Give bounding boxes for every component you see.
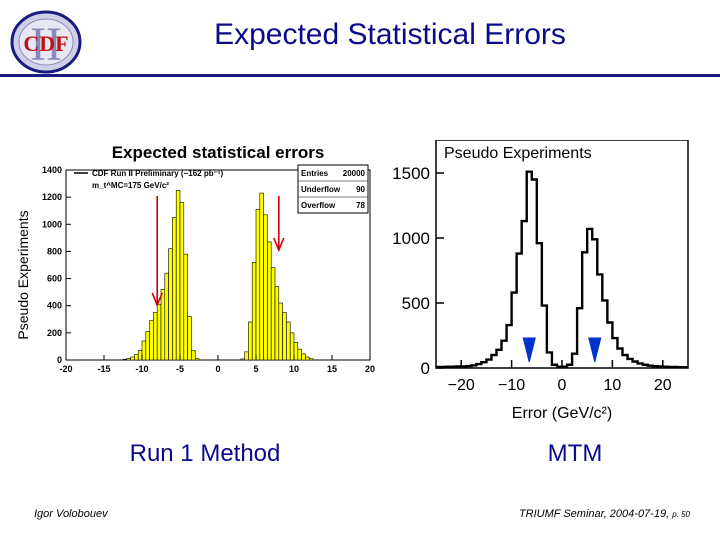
histogram-bar	[126, 358, 131, 361]
x-tick-label: 0	[215, 364, 220, 374]
histogram-bar	[137, 350, 143, 361]
x-tick-label: -10	[135, 364, 148, 374]
x-tick-label: 10	[289, 364, 299, 374]
histogram-bar	[168, 248, 173, 361]
stats-value: 20000	[343, 169, 366, 178]
y-tick-label: 500	[402, 294, 430, 313]
cdf-logo: II CDF	[10, 10, 82, 74]
run1-error-histogram: Expected statistical errors0200400600800…	[15, 143, 375, 390]
histogram-bar	[244, 351, 249, 361]
histogram-bar	[278, 302, 283, 361]
histogram-bar	[191, 350, 196, 361]
histogram-bar	[270, 267, 276, 361]
page-number: p. 50	[672, 510, 690, 519]
stats-key: Underflow	[301, 185, 341, 194]
histogram-bar	[149, 320, 154, 361]
histogram-bar	[274, 286, 280, 361]
x-tick-label: 15	[327, 364, 337, 374]
mtm-caption: MTM	[547, 440, 603, 467]
x-tick-label: 20	[654, 377, 672, 394]
histogram-bar	[305, 356, 310, 361]
histogram-bar	[255, 209, 261, 361]
stats-value: 78	[356, 201, 365, 210]
histogram-bar	[289, 332, 295, 361]
histogram-bar	[164, 272, 169, 361]
marker-arrow-head	[273, 237, 285, 253]
chart-title: Pseudo Experiments	[444, 145, 592, 162]
histogram-bar	[130, 356, 135, 361]
author-name: Igor Volobouev	[34, 508, 108, 520]
x-axis-label: Error (GeV/c²)	[162, 389, 250, 390]
stats-value: 90	[356, 185, 365, 194]
y-tick-label: 0	[57, 355, 62, 365]
y-tick-label: 1500	[392, 164, 430, 183]
stats-key: Overflow	[301, 201, 336, 210]
histogram-bar	[301, 353, 306, 361]
y-tick-label: 600	[47, 274, 62, 284]
histogram-bar	[153, 312, 158, 361]
footer: TRIUMF Seminar, 2004-07-19, p. 50	[440, 508, 690, 520]
histogram-bar	[179, 202, 185, 361]
title-divider	[0, 74, 720, 77]
x-tick-label: 5	[253, 364, 258, 374]
histogram-bar	[194, 358, 200, 361]
chart-title: Expected statistical errors	[112, 143, 325, 162]
x-tick-label: -20	[59, 364, 72, 374]
histogram-bar	[240, 358, 245, 361]
histogram-bar	[122, 359, 128, 361]
footer-text: TRIUMF Seminar, 2004-07-19,	[518, 508, 670, 520]
y-tick-label: 200	[47, 328, 62, 338]
histogram-bar	[308, 358, 314, 361]
slide-title: Expected Statistical Errors	[214, 18, 566, 51]
y-tick-label: 1000	[42, 219, 62, 229]
histogram-bar	[172, 217, 177, 361]
histogram-bar	[160, 289, 166, 361]
histogram-bar	[282, 312, 287, 361]
histogram-bar	[134, 354, 139, 361]
x-axis-label: Error (GeV/c²)	[512, 405, 612, 422]
x-tick-label: 10	[604, 377, 622, 394]
stats-box	[297, 164, 369, 214]
x-tick-label: −10	[498, 377, 525, 394]
histogram-bar	[297, 348, 302, 361]
histogram-bar	[141, 340, 147, 361]
histogram-bar	[286, 321, 291, 361]
x-tick-label: 20	[365, 364, 375, 374]
logo-text: CDF	[23, 31, 68, 56]
marker-arrow-head	[151, 292, 163, 308]
y-tick-label: 1400	[42, 165, 62, 175]
legend-line: m_t^MC=175 GeV/c²	[92, 181, 169, 190]
histogram-bar	[183, 253, 188, 361]
y-axis-label: Pseudo Experiments	[15, 210, 31, 339]
x-tick-label: 0	[558, 377, 567, 394]
histogram-bar	[145, 331, 150, 361]
x-tick-label: −20	[448, 377, 475, 394]
marker-arrow	[588, 337, 602, 363]
y-tick-label: 1200	[42, 192, 62, 202]
histogram-bar	[267, 241, 272, 361]
stats-key: Entries	[301, 169, 329, 178]
plot-frame	[435, 140, 689, 369]
histogram-bar	[248, 321, 253, 361]
legend-line: CDF Run II Preliminary (~162 pb⁻¹)	[92, 169, 223, 178]
histogram-line	[436, 170, 688, 369]
histogram-bar	[263, 214, 268, 361]
histogram-bar	[293, 342, 299, 361]
y-tick-label: 0	[421, 359, 430, 378]
run1-method-caption: Run 1 Method	[129, 440, 281, 467]
histogram-bar	[156, 304, 162, 361]
logo-numeral: II	[30, 18, 62, 71]
histogram-bar	[251, 261, 257, 361]
x-tick-label: -5	[176, 364, 184, 374]
histogram-bar	[175, 190, 181, 361]
histogram-bar	[259, 192, 264, 361]
y-tick-label: 800	[47, 246, 62, 256]
mtm-error-histogram: Pseudo Experiments 0 500 1000 1500 −20 −10 0 10 2…	[392, 140, 689, 422]
x-tick-label: -15	[97, 364, 110, 374]
marker-arrow	[522, 337, 536, 363]
y-tick-label: 1000	[392, 229, 430, 248]
y-tick-label: 400	[47, 301, 62, 311]
histogram-bar	[187, 316, 192, 361]
